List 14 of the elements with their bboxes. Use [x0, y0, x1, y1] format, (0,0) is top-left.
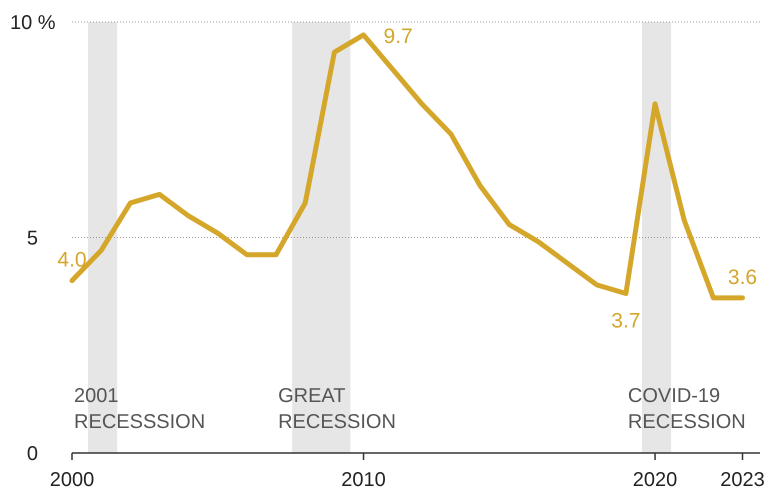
band-label: COVID-19 RECESSION — [628, 385, 746, 433]
band-label: GREAT RECESSION — [278, 385, 396, 433]
data-label: 4.0 — [57, 248, 87, 272]
data-label: 9.7 — [384, 24, 413, 48]
band-label: 2001 RECESSSION — [74, 385, 206, 433]
y-tick-label: 10 % — [10, 12, 56, 34]
x-tick-label: 2000 — [50, 469, 94, 491]
y-tick-label: 0 — [26, 443, 38, 465]
data-label: 3.7 — [611, 310, 640, 333]
y-tick-label: 5 — [26, 228, 38, 250]
x-tick-label: 2020 — [632, 469, 678, 491]
x-tick-label: 2023 — [720, 469, 765, 491]
data-label: 3.6 — [728, 266, 758, 289]
x-tick-label: 2010 — [341, 469, 386, 491]
